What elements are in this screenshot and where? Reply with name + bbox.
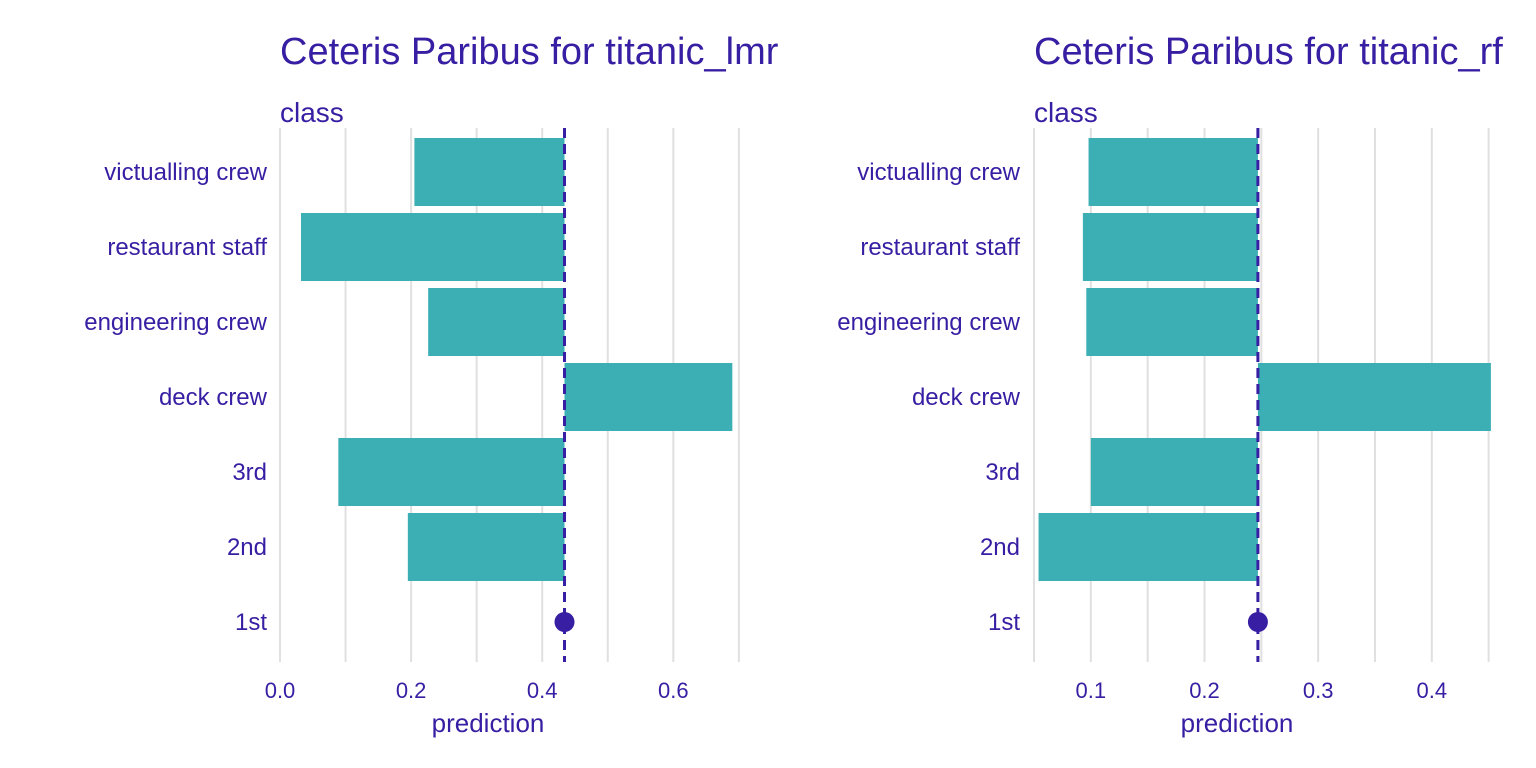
category-label: 1st: [235, 609, 267, 636]
bar-deck-crew: [1257, 363, 1491, 431]
category-label: engineering crew: [84, 309, 267, 336]
bar-engineering-crew: [428, 288, 565, 356]
bar-restaurant-staff: [300, 213, 565, 281]
x-tick-label: 0.2: [396, 678, 427, 703]
category-label: deck crew: [159, 384, 268, 411]
category-label: restaurant staff: [860, 234, 1020, 261]
category-label: 1st: [988, 609, 1020, 636]
chart-title: Ceteris Paribus for titanic_rf: [1034, 31, 1503, 73]
category-label: engineering crew: [837, 309, 1020, 336]
x-tick-label: 0.3: [1303, 678, 1334, 703]
observed-point: [554, 612, 575, 632]
category-label: 3rd: [985, 459, 1020, 486]
bar-victualling-crew: [1088, 138, 1258, 206]
panel-titanic-lmr: 1st 2nd 3rd deck crew engineering crew restau…: [84, 31, 779, 738]
category-label: 2nd: [980, 534, 1020, 561]
bar-restaurant-staff: [1082, 213, 1258, 281]
category-label: 3rd: [232, 459, 267, 486]
category-label: deck crew: [912, 384, 1021, 411]
x-tick-label: 0.4: [1417, 678, 1448, 703]
chart-subtitle: class: [280, 97, 344, 128]
bar-deck-crew: [564, 363, 733, 431]
bar-3rd: [1090, 438, 1258, 506]
panel-titanic-rf: 1st 2nd 3rd deck crew engineering crew restau…: [837, 31, 1503, 738]
x-tick-label: 0.1: [1076, 678, 1107, 703]
x-axis-label: prediction: [1181, 708, 1294, 738]
x-tick-label: 0.2: [1189, 678, 1220, 703]
category-label: victualling crew: [104, 159, 267, 186]
bar-3rd: [338, 438, 565, 506]
category-label: victualling crew: [857, 159, 1020, 186]
category-label: 2nd: [227, 534, 267, 561]
x-tick-label: 0.0: [265, 678, 296, 703]
x-tick-label: 0.4: [527, 678, 558, 703]
x-axis-label: prediction: [432, 708, 545, 738]
chart-title: Ceteris Paribus for titanic_lmr: [280, 31, 779, 73]
x-tick-label: 0.6: [658, 678, 689, 703]
bar-engineering-crew: [1086, 288, 1258, 356]
bar-2nd: [1038, 513, 1258, 581]
category-label: restaurant staff: [107, 234, 267, 261]
bar-victualling-crew: [414, 138, 565, 206]
bar-2nd: [407, 513, 565, 581]
observed-point: [1247, 612, 1268, 632]
chart-subtitle: class: [1034, 97, 1098, 128]
